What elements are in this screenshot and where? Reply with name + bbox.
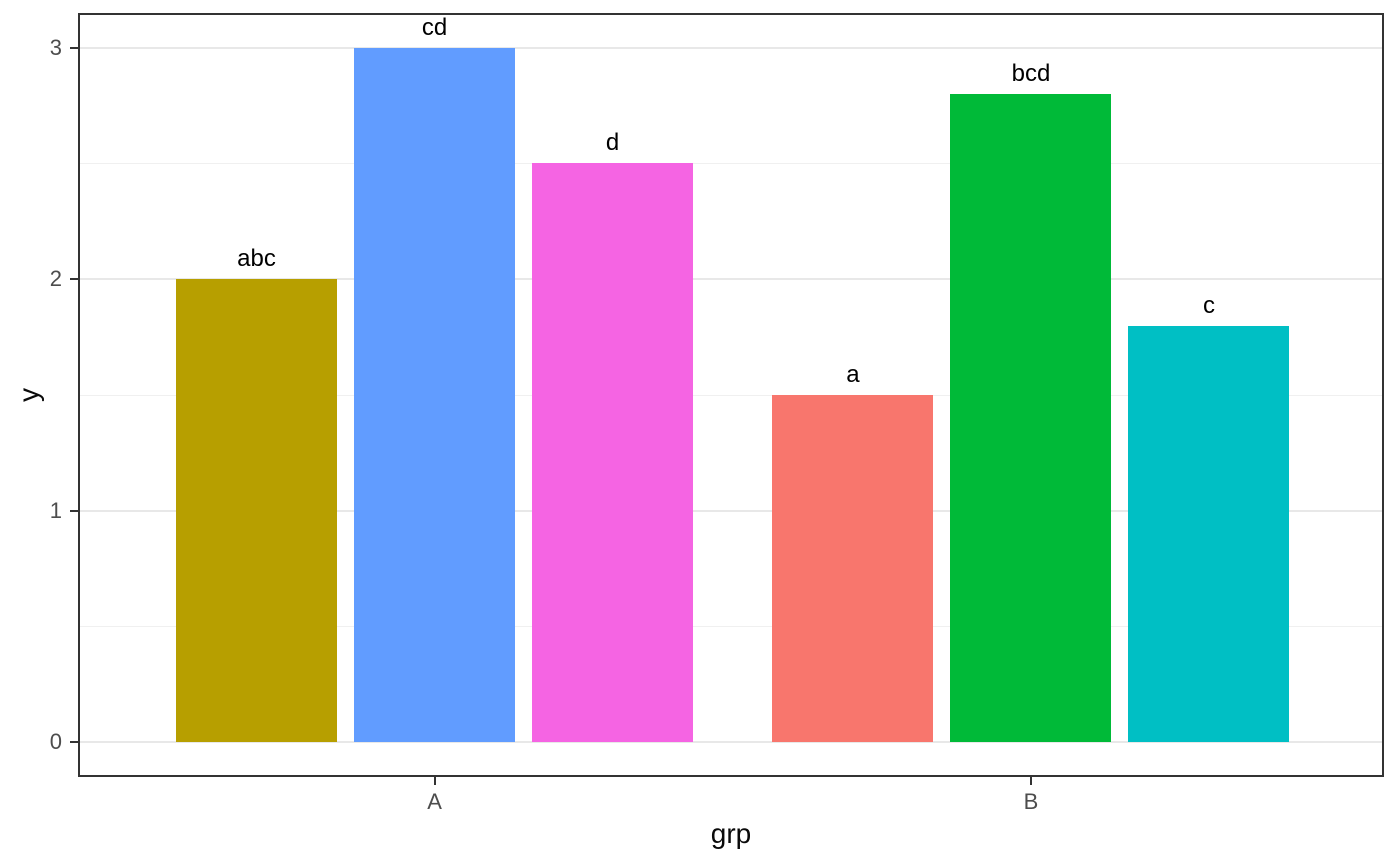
- major-gridline: [78, 46, 1384, 49]
- y-tick-label: 2: [49, 266, 62, 292]
- y-tick-label: 1: [49, 497, 62, 523]
- bar: [532, 163, 694, 743]
- major-gridline: [78, 741, 1384, 744]
- y-axis-title: y: [13, 388, 44, 402]
- y-tick-label: 3: [49, 34, 62, 60]
- major-gridline: [78, 509, 1384, 512]
- x-tick-mark: [433, 777, 436, 785]
- plot-panel: abc cd d a bcd c: [78, 13, 1384, 777]
- major-gridline: [78, 278, 1384, 281]
- minor-gridline: [78, 162, 1384, 164]
- bar: [950, 94, 1112, 743]
- x-tick-mark: [1029, 777, 1032, 785]
- bar-value-label: d: [605, 129, 620, 157]
- bar: [354, 47, 516, 743]
- bar-value-label: cd: [421, 13, 448, 41]
- bar-value-label: bcd: [1011, 60, 1051, 88]
- x-tick-label: A: [427, 789, 442, 814]
- minor-gridline: [78, 394, 1384, 396]
- bar-value-label: c: [1202, 291, 1215, 319]
- y-tick-mark: [70, 509, 78, 512]
- y-tick-label: 0: [49, 729, 62, 755]
- minor-gridline: [78, 626, 1384, 627]
- x-axis-title: grp: [710, 818, 752, 849]
- bar-value-label: abc: [237, 245, 276, 273]
- bar-value-label: a: [846, 361, 860, 388]
- bar: [772, 395, 934, 743]
- x-tick-label: B: [1023, 789, 1039, 814]
- y-tick-mark: [70, 46, 78, 49]
- y-tick-mark: [70, 278, 78, 281]
- bar: [1128, 325, 1290, 743]
- y-tick-mark: [70, 741, 78, 744]
- bar: [176, 279, 338, 743]
